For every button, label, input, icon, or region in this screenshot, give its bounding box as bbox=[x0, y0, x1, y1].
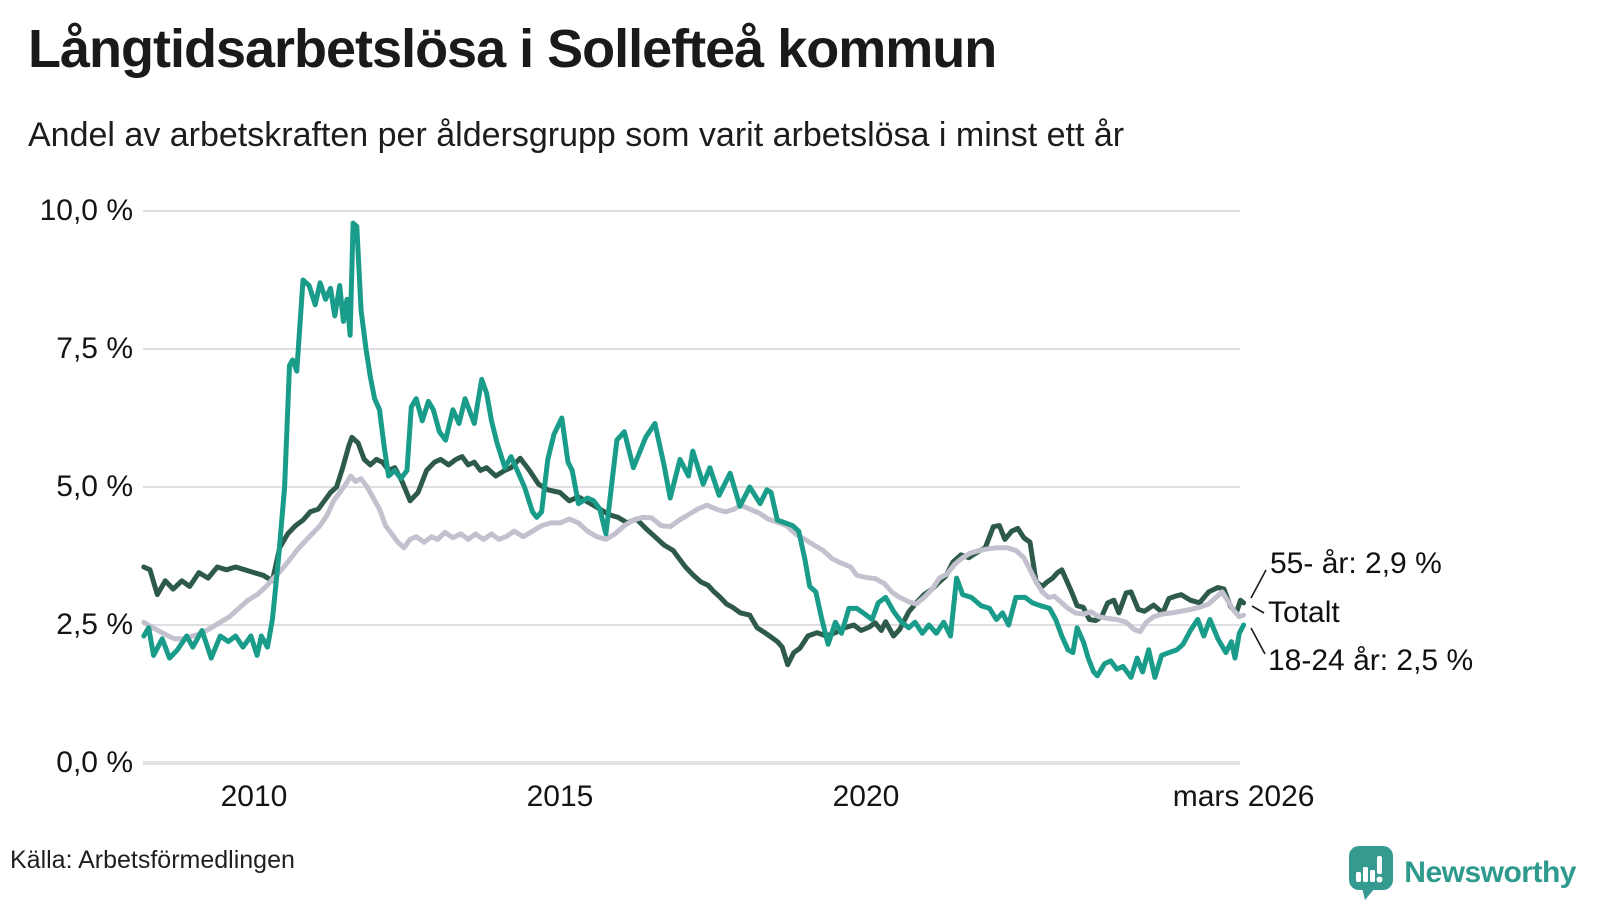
leader-line-totalt bbox=[1251, 605, 1265, 614]
page-title: Långtidsarbetslösa i Sollefteå kommun bbox=[28, 19, 997, 79]
end-label-18-24-ar: 18-24 år: 2,5 % bbox=[1268, 644, 1474, 677]
annotation-leaders bbox=[1250, 569, 1267, 655]
y-tick-label: 10,0 % bbox=[39, 194, 133, 227]
x-tick-label: 2015 bbox=[526, 780, 594, 813]
end-label-55-ar: 55- år: 2,9 % bbox=[1270, 547, 1442, 580]
x-tick-label: 2020 bbox=[832, 780, 900, 813]
page-subtitle: Andel av arbetskraften per åldersgrupp s… bbox=[28, 116, 1125, 154]
series-line-Totalt bbox=[141, 473, 1247, 642]
end-label-totalt: Totalt bbox=[1268, 596, 1340, 629]
newsworthy-logo: Newsworthy bbox=[1348, 845, 1576, 900]
series-line-18-24 år bbox=[141, 220, 1247, 680]
x-tick-label: 2010 bbox=[220, 780, 288, 813]
series-group bbox=[141, 220, 1247, 680]
y-tick-label: 5,0 % bbox=[56, 470, 133, 503]
x-axis-labels: 2010 2015 2020 mars 2026 bbox=[0, 780, 1600, 820]
series-line-55- år bbox=[141, 434, 1247, 668]
leader-line-55 bbox=[1250, 569, 1267, 599]
y-tick-label: 0,0 % bbox=[56, 746, 133, 779]
source-note: Källa: Arbetsförmedlingen bbox=[10, 846, 295, 874]
newsworthy-chart-bubble-icon bbox=[1349, 846, 1394, 900]
x-tick-label: mars 2026 bbox=[1172, 780, 1315, 813]
y-tick-label: 7,5 % bbox=[56, 332, 133, 365]
brand-wordmark: Newsworthy bbox=[1404, 856, 1576, 889]
gridlines-group bbox=[143, 210, 1240, 765]
y-axis-labels: 10,0 % 7,5 % 5,0 % 2,5 % 0,0 % bbox=[0, 0, 133, 900]
leader-line-18-24 bbox=[1250, 627, 1266, 655]
y-tick-label: 2,5 % bbox=[56, 608, 133, 641]
